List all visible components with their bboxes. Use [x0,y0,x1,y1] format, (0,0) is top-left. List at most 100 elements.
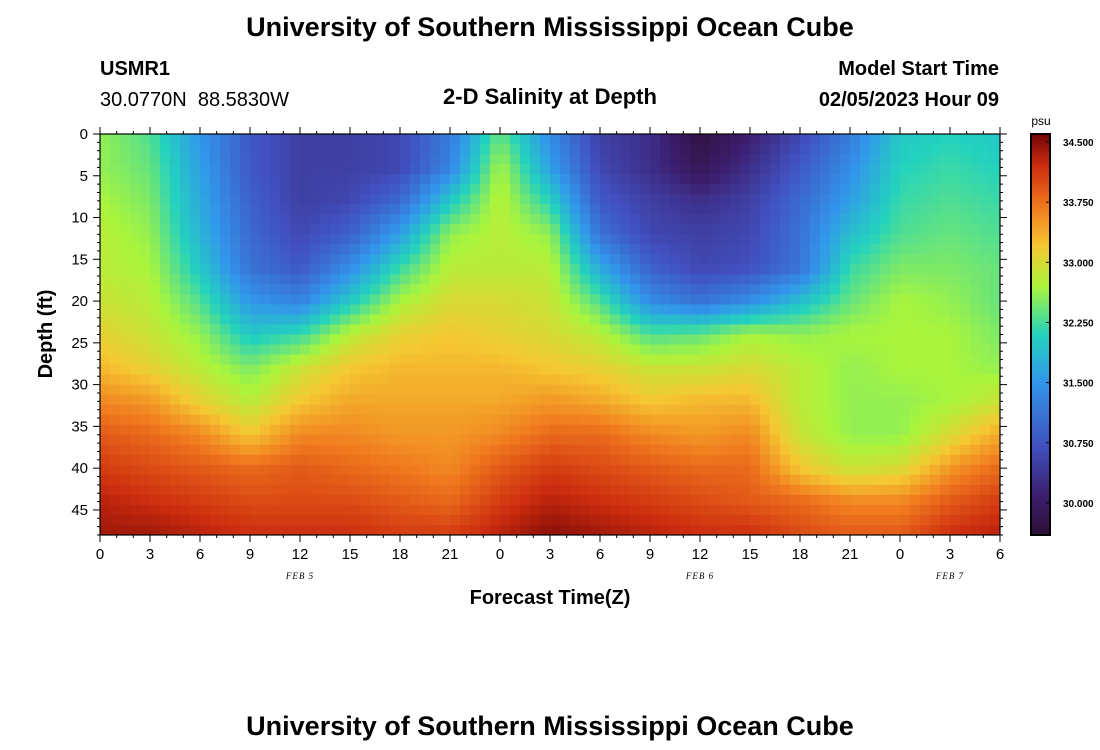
heatmap-cell [160,474,171,486]
heatmap-cell [890,334,901,346]
heatmap-cell [460,134,471,145]
heatmap-cell [210,284,221,295]
heatmap-cell [800,344,811,356]
heatmap-cell [330,304,341,316]
heatmap-cell [510,344,521,356]
heatmap-cell [620,424,631,436]
heatmap-cell [790,324,801,336]
heatmap-cell [470,394,481,406]
heatmap-cell [670,334,681,346]
heatmap-cell [310,384,321,396]
heatmap-cell [330,324,341,336]
colorbar-segment [1031,474,1050,479]
heatmap-cell [340,374,351,386]
heatmap-cell [220,394,231,406]
heatmap-cell [980,304,991,316]
heatmap-cell [760,444,771,456]
heatmap-cell [300,204,311,215]
heatmap-cell [310,324,321,336]
heatmap-cell [770,264,781,275]
heatmap-cell [740,404,751,416]
heatmap-cell [850,134,861,145]
heatmap-cell [750,144,761,155]
heatmap-cell [990,284,1000,295]
heatmap-cell [850,324,861,336]
heatmap-cell [880,174,891,185]
heatmap-cell [770,374,781,386]
heatmap-cell [710,214,721,225]
heatmap-cell [410,494,421,506]
heatmap-cell [910,414,921,426]
heatmap-cell [870,354,881,366]
colorbar-segment [1031,167,1050,172]
heatmap-cell [180,434,191,446]
heatmap-cell [770,254,781,265]
heatmap-cell [110,274,121,285]
heatmap-cell [360,364,371,376]
heatmap-cell [900,144,911,155]
heatmap-cell [800,194,811,205]
colorbar-segment [1031,337,1050,342]
heatmap-cell [670,224,681,235]
heatmap-cell [880,224,891,235]
heatmap-cell [530,364,541,376]
heatmap-cell [320,514,331,526]
heatmap-cell [790,454,801,466]
heatmap-cell [130,344,141,356]
heatmap-cell [290,194,301,205]
heatmap-cell [120,444,131,456]
heatmap-cell [740,284,751,295]
heatmap-cell [920,354,931,366]
heatmap-cell [280,274,291,285]
heatmap-cell [550,244,561,255]
heatmap-cell [110,494,121,506]
heatmap-cell [660,164,671,175]
heatmap-cell [290,434,301,446]
heatmap-cell [340,244,351,255]
heatmap-cell [190,244,201,255]
heatmap-cell [920,184,931,195]
heatmap-cell [150,504,161,516]
heatmap-cell [340,504,351,516]
heatmap-cell [760,224,771,235]
heatmap-cell [590,194,601,205]
x-tick-label: 18 [792,546,809,563]
heatmap-cell [450,474,461,486]
heatmap-cell [820,484,831,496]
heatmap-cell [190,494,201,506]
heatmap-cell [900,134,911,145]
heatmap-cell [200,224,211,235]
heatmap-cell [960,144,971,155]
heatmap-cell [890,244,901,255]
heatmap-cell [330,234,341,245]
heatmap-cell [730,524,741,535]
heatmap-cell [760,214,771,225]
heatmap-cell [400,504,411,516]
heatmap-cell [930,284,941,295]
heatmap-cell [180,274,191,285]
colorbar-segment [1031,524,1050,529]
heatmap-cell [850,454,861,466]
heatmap-cell [880,464,891,476]
heatmap-cell [750,224,761,235]
heatmap-cell [590,314,601,326]
heatmap-cell [410,184,421,195]
heatmap-cell [140,484,151,496]
heatmap-cell [460,174,471,185]
heatmap-cell [910,404,921,416]
heatmap-cell [390,184,401,195]
heatmap-cell [220,354,231,366]
heatmap-cell [860,314,871,326]
heatmap-cell [700,304,711,316]
heatmap-cell [510,204,521,215]
heatmap-cell [590,134,601,145]
heatmap-cell [720,434,731,446]
heatmap-cell [920,514,931,526]
heatmap-cell [850,374,861,386]
heatmap-cell [640,314,651,326]
heatmap-cell [820,494,831,506]
heatmap-cell [250,194,261,205]
heatmap-cell [710,334,721,346]
heatmap-cell [660,294,671,306]
heatmap-cell [510,164,521,175]
